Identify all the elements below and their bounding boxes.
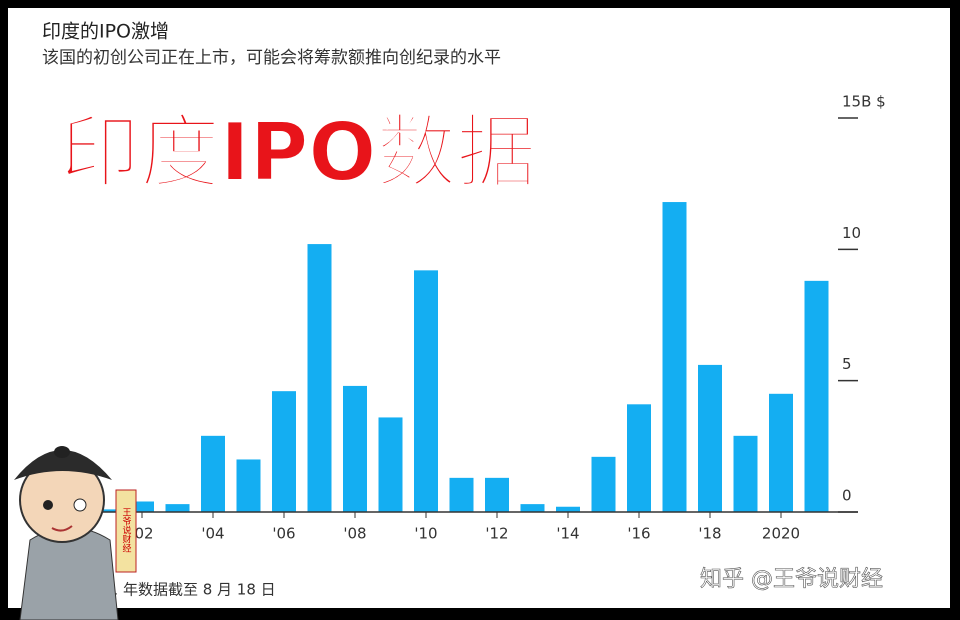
x-tick-label: '18 (698, 525, 721, 543)
bar (378, 417, 403, 512)
bar (414, 270, 438, 512)
bar (307, 244, 332, 512)
x-tick-label: '12 (485, 525, 508, 543)
bar (485, 477, 509, 512)
chart-title: 印度的IPO激增 (42, 21, 169, 43)
bar (236, 459, 261, 512)
stamp: 王爷说财经 (121, 507, 132, 552)
stamp-box (115, 489, 137, 573)
watermark: 知乎 @王爷说财经 (700, 567, 883, 592)
y-tick-label: 0 (842, 487, 852, 505)
bar (733, 435, 758, 512)
chart-subtitle: 该国的初创公司正在上市，可能会将筹款额推向创纪录的水平 (42, 48, 501, 68)
bar (591, 456, 616, 512)
bar (627, 404, 651, 512)
bar (94, 509, 119, 512)
bar (698, 364, 722, 512)
bar (662, 202, 687, 512)
bar (556, 506, 580, 512)
x-tick-label: '06 (272, 525, 295, 543)
bar (343, 385, 367, 512)
bar (201, 435, 225, 512)
x-tick-label: '10 (414, 525, 437, 543)
bar (449, 477, 474, 512)
y-tick-label: 5 (842, 355, 852, 373)
bar (272, 391, 296, 512)
bar (804, 280, 829, 512)
bar (520, 504, 545, 512)
x-tick-label: '16 (627, 525, 650, 543)
y-tick-label: 15B $ (842, 93, 886, 111)
y-tick-label: 10 (842, 224, 861, 242)
x-tick-label: '08 (343, 525, 366, 543)
x-tick-label: 2020 (762, 525, 800, 543)
bar (769, 393, 793, 512)
x-tick-label: '14 (556, 525, 579, 543)
overlay-title: 印度IPO数据 (60, 106, 536, 199)
x-tick-label: '04 (201, 525, 224, 543)
bar (165, 504, 190, 512)
bar (130, 501, 154, 512)
note: 2021 年数据截至 8 月 18 日 (80, 581, 276, 599)
cartoon-avatar (14, 446, 119, 620)
